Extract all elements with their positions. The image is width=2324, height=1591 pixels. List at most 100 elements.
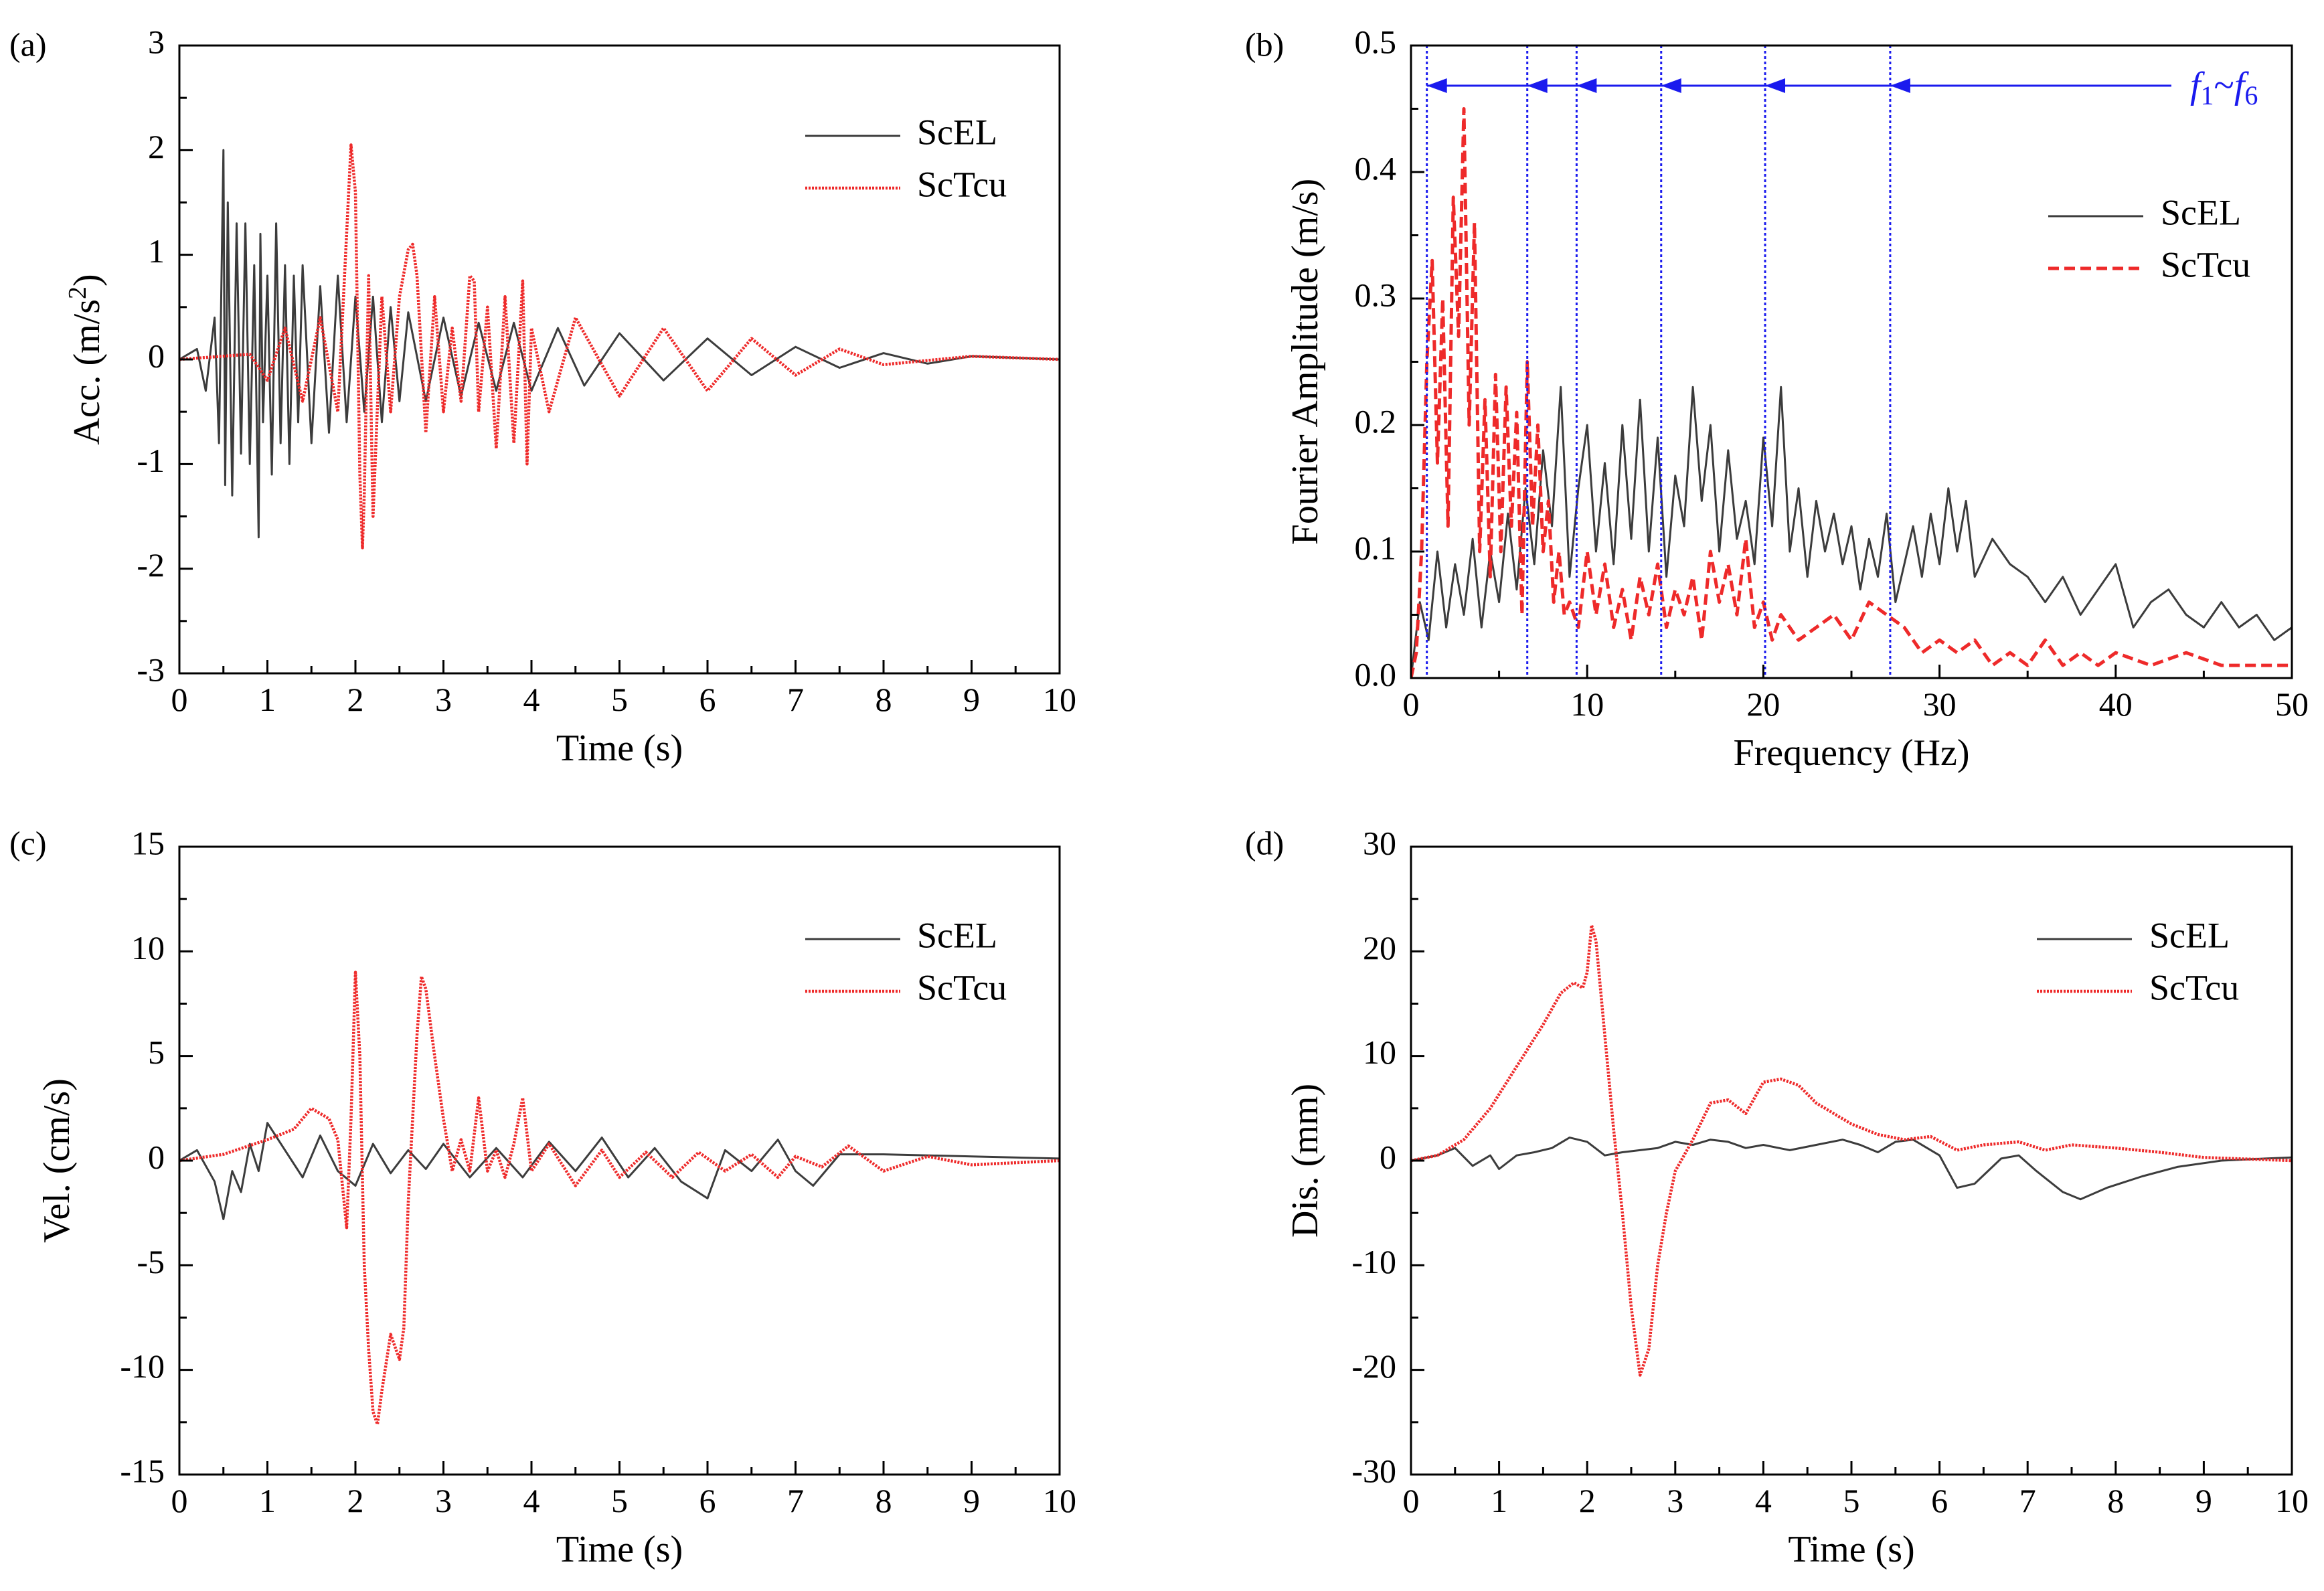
panel-label: (d) — [1245, 824, 1284, 861]
panel-b: (b) f1~f6 0 10 20 30 40 50 0.0 0.1 0.2 0.3 0.4 0.5 Fre… — [1245, 23, 2309, 774]
panel-c: (c) 0 1 2 3 4 5 6 7 8 9 10 -15 -10 -5 0 5 10 15 Time (s) Vel… — [9, 824, 1076, 1570]
x-axis-label: Time (s) — [1788, 1529, 1914, 1570]
frequency-arrow-head — [1661, 78, 1681, 93]
panel-label: (a) — [9, 25, 47, 63]
y-axis-label: Acc. (m/s2) — [64, 274, 108, 444]
legend-label: ScTcu — [917, 967, 1007, 1007]
x-tick-label: 5 — [611, 1482, 628, 1519]
x-tick-label: 10 — [2275, 1482, 2309, 1519]
x-tick-label: 1 — [1491, 1482, 1507, 1519]
x-tick-label: 2 — [1579, 1482, 1596, 1519]
series-group — [1411, 107, 2292, 678]
x-tick-label: 10 — [1043, 1482, 1076, 1519]
x-tick-label: 3 — [1667, 1482, 1683, 1519]
x-tick-label: 0 — [171, 1482, 188, 1519]
y-tick-label: 0 — [148, 1138, 165, 1175]
y-tick-label: 30 — [1363, 824, 1396, 861]
series-line-ScEL — [1411, 1137, 2292, 1201]
x-tick-label: 0 — [171, 681, 188, 718]
x-tick-label: 10 — [1043, 681, 1076, 718]
series-line-ScEL — [179, 149, 1060, 539]
y-tick-label: 20 — [1363, 929, 1396, 967]
x-tick-label: 4 — [523, 1482, 540, 1519]
y-axis-label: Dis. (mm) — [1284, 1084, 1326, 1238]
legend-label: ScTcu — [917, 164, 1007, 204]
x-tick-label: 0 — [1403, 685, 1420, 723]
x-tick-label: 6 — [699, 1482, 716, 1519]
y-tick-label: 5 — [148, 1033, 165, 1071]
frequency-arrow-head — [1527, 78, 1548, 93]
plot-frame — [1410, 44, 2293, 679]
series-line-ScTcu — [179, 143, 1060, 550]
panel-a: (a) 0 1 2 3 4 5 6 7 8 9 10 -3 -2 -1 0 1 2 3 Time (s) Acc. (m… — [9, 23, 1076, 769]
series-group — [179, 971, 1060, 1426]
x-tick-label: 5 — [1843, 1482, 1860, 1519]
series-line-ScEL — [179, 1122, 1060, 1220]
x-tick-label: 50 — [2275, 685, 2309, 723]
y-axis-label: Vel. (cm/s) — [36, 1078, 78, 1243]
panel-d: (d) 0 1 2 3 4 5 6 7 8 9 10 -30 -20 -10 0 10 20 30 Time (s) D… — [1245, 824, 2309, 1570]
x-tick-label: 2 — [347, 681, 364, 718]
x-tick-label: 9 — [2195, 1482, 2212, 1519]
y-tick-label: 1 — [148, 232, 165, 270]
x-tick-label: 20 — [1746, 685, 1780, 723]
series-line-ScTcu — [1411, 107, 2292, 678]
legend-label: ScEL — [917, 915, 997, 955]
panel-label: (c) — [9, 824, 47, 861]
legend-label: ScEL — [2161, 192, 2241, 232]
legend-label: ScTcu — [2161, 244, 2250, 284]
series-group — [1411, 924, 2292, 1377]
y-tick-label: 0.1 — [1355, 529, 1397, 566]
x-tick-label: 7 — [2019, 1482, 2036, 1519]
legend-label: ScEL — [917, 112, 997, 152]
x-tick-label: 8 — [876, 681, 892, 718]
frequency-arrow-head — [1576, 78, 1597, 93]
y-tick-label: -1 — [137, 442, 165, 479]
series-line-ScEL — [1411, 386, 2292, 678]
x-tick-label: 4 — [1755, 1482, 1772, 1519]
series-group — [179, 143, 1060, 550]
y-tick-label: -10 — [1351, 1243, 1396, 1280]
legend-label: ScTcu — [2149, 967, 2239, 1007]
x-tick-label: 8 — [2107, 1482, 2124, 1519]
x-tick-label: 8 — [876, 1482, 892, 1519]
y-tick-label: 3 — [148, 23, 165, 60]
x-tick-label: 1 — [259, 681, 276, 718]
x-axis-label: Time (s) — [556, 728, 683, 769]
legend-label: ScEL — [2149, 915, 2230, 955]
x-tick-label: 3 — [435, 681, 452, 718]
y-tick-label: 0 — [1380, 1138, 1396, 1175]
y-tick-label: 0 — [148, 337, 165, 374]
y-tick-label: 0.2 — [1355, 402, 1397, 440]
x-tick-label: 10 — [1570, 685, 1604, 723]
x-tick-label: 1 — [259, 1482, 276, 1519]
y-tick-label: -3 — [137, 651, 165, 688]
y-tick-label: 15 — [131, 824, 165, 861]
y-tick-label: -20 — [1351, 1347, 1396, 1385]
y-tick-label: 0.0 — [1355, 655, 1397, 693]
x-tick-label: 6 — [1931, 1482, 1948, 1519]
x-tick-label: 6 — [699, 681, 716, 718]
y-tick-label: -30 — [1351, 1452, 1396, 1489]
x-tick-label: 2 — [347, 1482, 364, 1519]
x-tick-label: 7 — [787, 1482, 804, 1519]
x-tick-label: 5 — [611, 681, 628, 718]
y-tick-label: -15 — [120, 1452, 165, 1489]
panel-label: (b) — [1245, 25, 1284, 63]
series-line-ScTcu — [1411, 924, 2292, 1377]
y-tick-label: 10 — [1363, 1033, 1396, 1071]
x-axis-label: Frequency (Hz) — [1734, 732, 1970, 774]
x-tick-label: 9 — [963, 681, 980, 718]
x-tick-label: 3 — [435, 1482, 452, 1519]
x-tick-label: 30 — [1923, 685, 1957, 723]
x-tick-label: 7 — [787, 681, 804, 718]
frequency-annotation: f1~f6 — [2190, 65, 2258, 110]
x-tick-label: 9 — [963, 1482, 980, 1519]
y-tick-label: -10 — [120, 1347, 165, 1385]
frequency-arrow-head — [1890, 78, 1910, 93]
y-tick-label: 2 — [148, 128, 165, 165]
y-axis-label: Fourier Amplitude (m/s) — [1284, 179, 1326, 546]
y-tick-label: 10 — [131, 929, 165, 967]
y-tick-label: -2 — [137, 546, 165, 584]
x-axis-label: Time (s) — [556, 1529, 683, 1570]
